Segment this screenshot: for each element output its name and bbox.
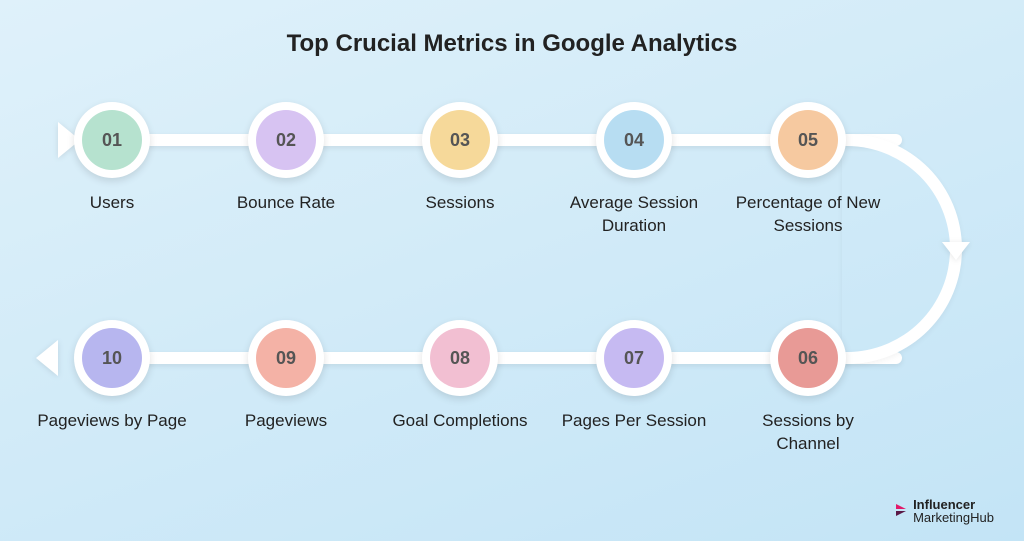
node-label: Goal Completions [385,410,535,433]
metric-node: 09 Pageviews [211,320,361,433]
node-number: 08 [430,328,490,388]
metric-node: 05 Percentage of New Sessions [733,102,883,238]
node-circle: 03 [422,102,498,178]
node-label: Sessions [385,192,535,215]
node-circle: 10 [74,320,150,396]
node-number: 10 [82,328,142,388]
node-number: 03 [430,110,490,170]
node-label: Bounce Rate [211,192,361,215]
metric-node: 02 Bounce Rate [211,102,361,215]
node-circle: 01 [74,102,150,178]
node-number: 09 [256,328,316,388]
node-circle: 02 [248,102,324,178]
node-label: Pageviews [211,410,361,433]
node-circle: 08 [422,320,498,396]
node-number: 07 [604,328,664,388]
node-label: Average Session Duration [559,192,709,238]
brand-icon [893,502,909,521]
node-circle: 06 [770,320,846,396]
infographic-canvas: Top Crucial Metrics in Google Analytics … [0,0,1024,541]
node-label: Percentage of New Sessions [733,192,883,238]
brand-attribution: Influencer MarketingHub [893,498,994,525]
arrow-mid-icon [942,242,970,260]
node-number: 04 [604,110,664,170]
metric-node: 08 Goal Completions [385,320,535,433]
metric-node: 06 Sessions by Channel [733,320,883,456]
brand-text: Influencer MarketingHub [913,498,994,525]
node-label: Pages Per Session [559,410,709,433]
page-title: Top Crucial Metrics in Google Analytics [0,30,1024,58]
node-circle: 09 [248,320,324,396]
node-label: Users [37,192,187,215]
node-circle: 07 [596,320,672,396]
node-circle: 04 [596,102,672,178]
node-circle: 05 [770,102,846,178]
metric-node: 07 Pages Per Session [559,320,709,433]
node-label: Sessions by Channel [733,410,883,456]
metric-node: 03 Sessions [385,102,535,215]
metric-node: 04 Average Session Duration [559,102,709,238]
node-number: 05 [778,110,838,170]
metric-node: 10 Pageviews by Page [37,320,187,433]
node-number: 06 [778,328,838,388]
node-number: 01 [82,110,142,170]
metric-node: 01 Users [37,102,187,215]
node-label: Pageviews by Page [37,410,187,433]
node-number: 02 [256,110,316,170]
